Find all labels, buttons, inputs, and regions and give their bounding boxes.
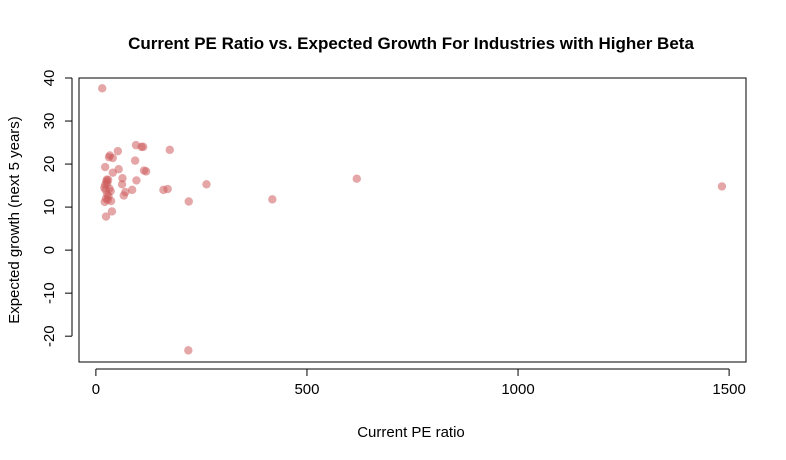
y-axis: -20 -10 0 10 20 30 40 bbox=[41, 70, 73, 347]
data-point bbox=[184, 197, 193, 206]
data-point bbox=[98, 84, 107, 93]
data-point bbox=[117, 180, 127, 189]
data-point bbox=[106, 196, 116, 206]
data-point bbox=[103, 175, 113, 185]
data-point bbox=[127, 185, 137, 195]
data-point bbox=[202, 180, 211, 189]
data-point bbox=[130, 156, 140, 165]
data-point bbox=[108, 153, 117, 163]
data-point bbox=[106, 186, 115, 196]
plot-area bbox=[78, 77, 747, 363]
data-point bbox=[121, 187, 130, 197]
chart-title: Current PE Ratio vs. Expected Growth For… bbox=[128, 34, 694, 53]
data-point bbox=[107, 207, 117, 216]
x-tick-label: 1000 bbox=[501, 381, 534, 398]
data-point bbox=[118, 174, 127, 183]
data-point bbox=[132, 176, 141, 185]
x-axis: 0 500 1000 1500 bbox=[92, 368, 746, 398]
y-tick-label: 10 bbox=[41, 199, 58, 216]
x-axis-label: Current PE ratio bbox=[357, 424, 465, 441]
data-point bbox=[138, 142, 148, 152]
data-point bbox=[163, 184, 172, 194]
data-point bbox=[141, 167, 151, 176]
data-point bbox=[113, 146, 123, 156]
data-point bbox=[114, 165, 123, 174]
y-tick-label: 40 bbox=[41, 70, 58, 87]
y-tick-label: 20 bbox=[41, 156, 58, 173]
data-point bbox=[100, 162, 110, 172]
data-points bbox=[98, 84, 727, 355]
y-tick-label: 30 bbox=[41, 113, 58, 130]
data-point bbox=[717, 182, 727, 191]
x-tick-label: 500 bbox=[294, 381, 319, 398]
data-point bbox=[101, 212, 111, 221]
data-point bbox=[268, 195, 277, 204]
y-tick-label: -10 bbox=[41, 282, 58, 304]
x-tick-label: 1500 bbox=[712, 381, 745, 398]
y-axis-label: Expected growth (next 5 years) bbox=[6, 116, 23, 324]
data-point bbox=[352, 174, 361, 183]
x-tick-label: 0 bbox=[92, 381, 100, 398]
data-point bbox=[184, 346, 193, 355]
y-tick-label: 0 bbox=[41, 246, 58, 254]
y-tick-label: -20 bbox=[41, 325, 58, 347]
data-point bbox=[165, 145, 174, 155]
